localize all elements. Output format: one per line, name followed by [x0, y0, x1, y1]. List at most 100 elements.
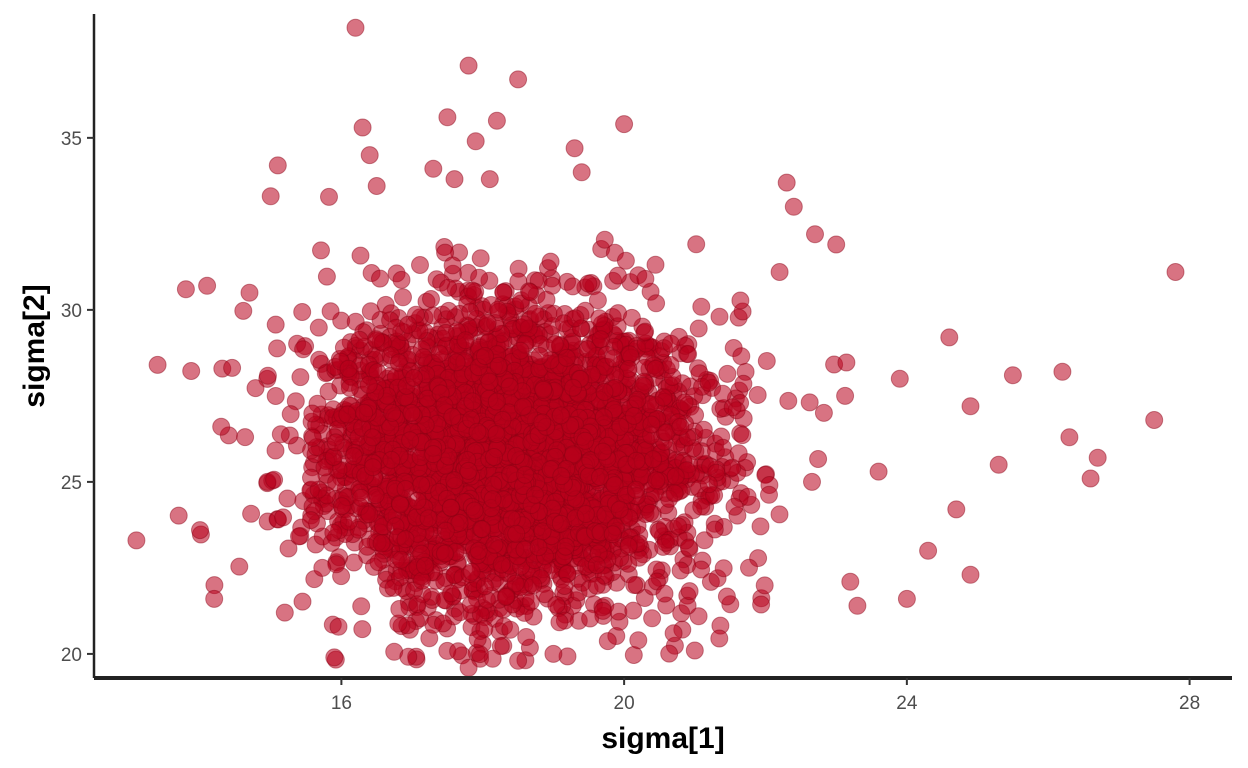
scatter-point: [352, 488, 371, 507]
scatter-point: [675, 393, 694, 412]
scatter-point: [363, 428, 382, 447]
scatter-point: [654, 388, 673, 407]
scatter-point: [636, 322, 655, 341]
scatter-point: [390, 600, 409, 618]
scatter-point: [803, 472, 821, 491]
y-axis-ticks: 20 25 30 35: [61, 129, 94, 666]
scatter-point: [723, 398, 742, 417]
scatter-point: [487, 392, 506, 411]
scatter-point: [496, 588, 515, 606]
scatter-point: [514, 397, 532, 416]
scatter-point: [148, 355, 167, 374]
scatter-point: [837, 353, 856, 372]
scatter-point: [760, 485, 778, 504]
scatter-point: [435, 544, 454, 563]
scatter-point: [294, 340, 313, 359]
scatter-point: [424, 445, 443, 464]
scatter-point: [687, 235, 706, 254]
scatter-point: [459, 461, 478, 480]
scatter-point: [449, 642, 468, 661]
scatter-point: [507, 524, 526, 543]
scatter-point: [392, 550, 411, 569]
scatter-point: [405, 368, 423, 387]
scatter-point: [619, 537, 638, 556]
scatter-point: [646, 359, 665, 378]
x-axis-ticks: 16 20 24 28: [331, 678, 1200, 714]
scatter-point: [656, 533, 675, 552]
scatter-point: [494, 283, 513, 302]
scatter-point: [576, 431, 595, 450]
scatter-point: [551, 406, 570, 425]
scatter-point: [666, 467, 685, 486]
scatter-point: [351, 246, 370, 265]
scatter-point: [442, 584, 461, 603]
scatter-point: [705, 520, 724, 539]
scatter-point: [274, 508, 293, 527]
scatter-point: [608, 266, 627, 285]
scatter-point: [947, 500, 966, 519]
scatter-point: [443, 256, 462, 275]
scatter-point: [240, 283, 259, 302]
scatter-point: [557, 348, 576, 367]
scatter-point: [279, 539, 298, 558]
scatter-point: [355, 403, 374, 422]
scatter-point: [713, 438, 732, 457]
scatter-point: [363, 458, 382, 477]
y-tick-label: 25: [61, 473, 82, 494]
scatter-point: [372, 534, 391, 553]
scatter-point: [492, 555, 511, 574]
scatter-point: [480, 170, 499, 189]
scatter-point: [463, 392, 482, 411]
scatter-point: [483, 490, 502, 509]
scatter-point: [755, 576, 774, 595]
scatter-point: [507, 447, 525, 465]
scatter-point: [438, 108, 457, 127]
scatter-point: [509, 70, 528, 89]
scatter-point: [1088, 448, 1107, 467]
scatter-point: [412, 475, 431, 494]
scatter-point: [809, 450, 828, 468]
scatter-point: [685, 641, 704, 660]
scatter-point: [940, 328, 959, 347]
scatter-point: [890, 369, 909, 388]
scatter-point: [242, 504, 261, 523]
scatter-point: [530, 346, 549, 365]
scatter-point: [478, 313, 497, 332]
scatter-point: [198, 276, 217, 295]
scatter-point: [321, 302, 340, 321]
scatter-point: [271, 425, 290, 444]
scatter-point: [350, 330, 369, 349]
scatter-point: [290, 527, 308, 546]
scatter-point: [1060, 428, 1079, 447]
scatter-point: [383, 403, 402, 422]
scatter-point: [236, 428, 255, 447]
scatter-point: [246, 379, 265, 398]
scatter-point: [465, 501, 484, 520]
scatter-point: [324, 523, 343, 542]
scatter-point: [779, 391, 798, 410]
scatter-point: [501, 464, 520, 483]
scatter-point: [732, 347, 751, 366]
scatter-point: [278, 489, 297, 508]
scatter-point: [468, 422, 487, 441]
scatter-point: [516, 465, 535, 484]
scatter-point: [710, 629, 729, 648]
scatter-point: [303, 404, 322, 423]
scatter-point: [689, 319, 708, 338]
scatter-point: [320, 187, 338, 206]
scatter-point: [402, 403, 421, 422]
scatter-point: [664, 624, 683, 643]
scatter-point: [384, 578, 403, 597]
scatter-point: [515, 315, 534, 334]
scatter-point: [733, 426, 752, 445]
scatter-point: [777, 173, 796, 192]
scatter-point: [475, 620, 494, 638]
scatter-point: [555, 577, 574, 595]
scatter-point: [266, 441, 285, 460]
scatter-point: [434, 614, 452, 633]
scatter-point: [610, 500, 629, 519]
scatter-point: [469, 541, 488, 560]
scatter-point: [725, 497, 744, 516]
scatter-point: [611, 417, 630, 436]
scatter-point: [729, 444, 748, 463]
